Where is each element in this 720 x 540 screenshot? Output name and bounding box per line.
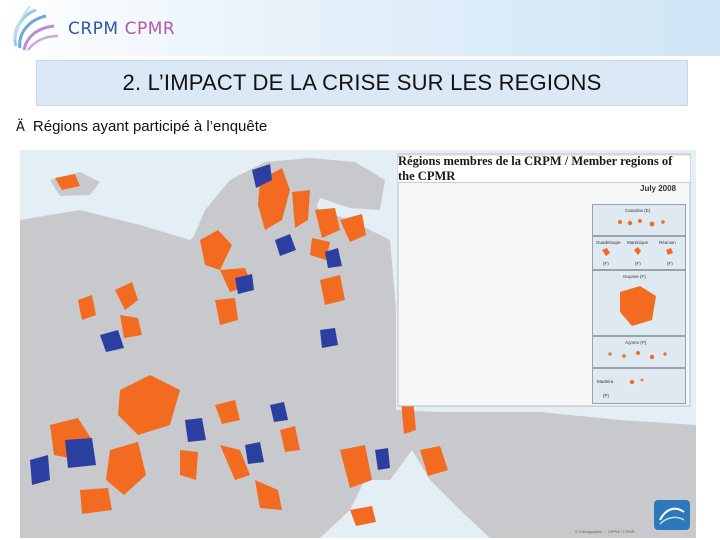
inset-label-reunion: Réunion xyxy=(659,240,676,245)
cpmr-map-logo-icon xyxy=(654,500,690,530)
land-scandinavia xyxy=(190,158,385,290)
logo-cpmr: CPMR xyxy=(124,19,176,39)
inset-label-martinique: Martinique xyxy=(627,240,649,245)
inset-label-f3: (F) xyxy=(667,261,673,266)
logo-crpm: CRPM xyxy=(68,19,119,39)
crpm-logo-icon xyxy=(13,5,59,51)
slide-title: 2. L’IMPACT DE LA CRISE SUR LES REGIONS xyxy=(122,70,602,95)
inset-acores: Açores (P) xyxy=(592,336,686,368)
header-band: CRPM CPMR xyxy=(0,0,720,56)
europe-map-graphic xyxy=(20,150,696,538)
map-legend-date: July 2008 xyxy=(640,184,677,193)
inset-label-guadeloupe: Guadeloupe xyxy=(596,240,621,245)
bullet-arrow-icon: Ä xyxy=(16,120,25,135)
participant-regions xyxy=(30,164,390,485)
inset-label-p: (P) xyxy=(603,393,609,398)
logo-wordmark: CRPM CPMR xyxy=(68,19,175,39)
inset-madeira: Madeira (P) xyxy=(592,368,686,404)
slide-title-box: 2. L’IMPACT DE LA CRISE SUR LES REGIONS xyxy=(36,60,688,106)
europe-regions-map: Régions membres de la CRPM / Member regi… xyxy=(20,150,696,538)
inset-label-f2: (F) xyxy=(635,261,641,266)
inset-label-f1: (F) xyxy=(603,261,609,266)
member-regions xyxy=(50,168,448,526)
map-legend-title: Régions membres de la CRPM / Member regi… xyxy=(398,154,690,183)
inset-shapes xyxy=(602,219,673,385)
map-footnote: © Cartographie ... CRPM / CPMR xyxy=(575,529,635,534)
bullet-text: Régions ayant participé à l’enquête xyxy=(32,118,268,135)
inset-label-canarias: Canarias (E) xyxy=(625,208,651,213)
inset-label-acores: Açores (P) xyxy=(625,340,647,345)
inset-label-madeira: Madeira xyxy=(597,379,614,384)
inset-label-guyane: Guyane (F) xyxy=(623,274,646,279)
bullet-item: Ä Régions ayant participé à l’enquête xyxy=(16,118,267,135)
